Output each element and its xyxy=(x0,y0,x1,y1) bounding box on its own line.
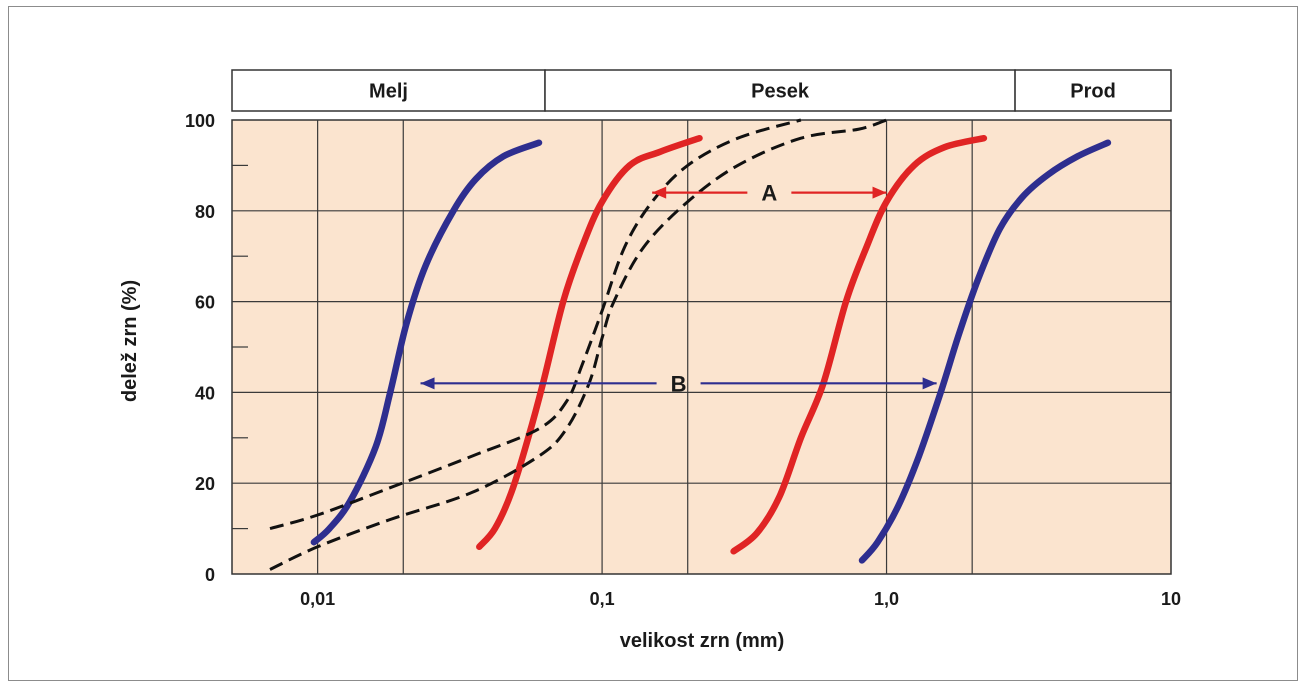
y-tick-label: 20 xyxy=(195,474,215,494)
series-group xyxy=(269,118,1112,571)
series-line-5 xyxy=(269,118,802,531)
size-class-bar: Melj Pesek Prod xyxy=(231,69,1172,112)
size-class-label: Pesek xyxy=(751,81,810,103)
series-line-4 xyxy=(858,139,1112,564)
annotation-label: A xyxy=(761,181,777,206)
x-axis-label: velikost zrn (mm) xyxy=(620,630,784,652)
y-tick-label: 60 xyxy=(195,293,215,313)
y-axis-label: delež zrn (%) xyxy=(119,280,141,402)
series-line-2 xyxy=(476,134,703,551)
plot-area xyxy=(231,119,1172,575)
arrowhead-right-icon xyxy=(872,186,887,199)
x-tick-label: 0,1 xyxy=(590,589,615,609)
y-tick-label: 0 xyxy=(205,565,215,585)
size-class-cell xyxy=(544,69,1016,112)
x-tick-label: 1,0 xyxy=(874,589,899,609)
size-class-cell xyxy=(1014,69,1172,112)
y-tick-label: 80 xyxy=(195,202,215,222)
size-class-label: Prod xyxy=(1070,81,1116,103)
grain-size-chart: Melj Pesek Prod AB 0,01 0,1 1,0 1002040608010… xyxy=(119,69,1181,652)
annotation-label: B xyxy=(671,371,687,396)
annotation-group: AB xyxy=(420,181,937,396)
size-class-label: Melj xyxy=(369,81,408,103)
arrowhead-right-icon xyxy=(922,377,937,390)
y-tick-label: 100 xyxy=(185,111,215,131)
series-line-1 xyxy=(310,139,543,546)
x-tick-label: 10 xyxy=(1161,589,1181,609)
series-line-6 xyxy=(269,118,887,571)
arrowhead-left-icon xyxy=(652,186,667,199)
x-tick-label: 0,01 xyxy=(300,589,335,609)
series-line-3 xyxy=(730,134,988,555)
y-tick-label: 40 xyxy=(195,383,215,403)
arrowhead-left-icon xyxy=(420,377,435,390)
size-class-cell xyxy=(231,69,546,112)
